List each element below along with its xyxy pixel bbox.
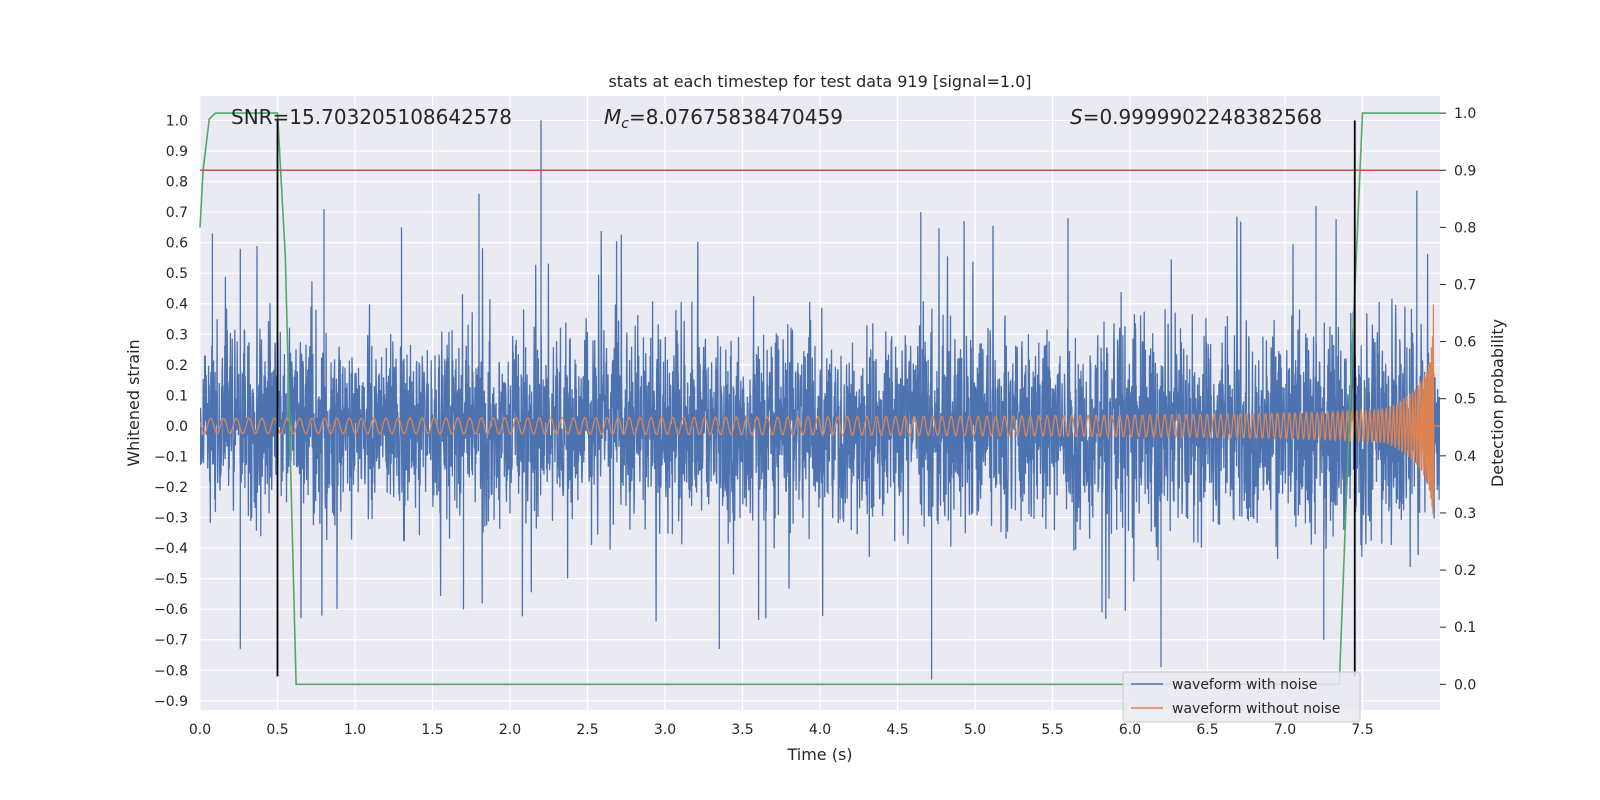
y-tick-label: 0.5 xyxy=(166,266,188,282)
x-tick-label: 4.5 xyxy=(886,722,908,738)
y2-tick-label: 1.0 xyxy=(1454,106,1476,122)
chirp-mass-annotation: Mc=8.07675838470459 xyxy=(604,105,843,132)
chirp-mass-subscript: c xyxy=(621,116,629,132)
y-tick-label: 1.0 xyxy=(166,113,188,129)
x-tick-label: 2.5 xyxy=(576,722,598,738)
chart-title: stats at each timestep for test data 919… xyxy=(608,72,1031,91)
score-symbol: S xyxy=(1070,105,1083,129)
y2-tick-label: 0.7 xyxy=(1454,277,1476,293)
y-tick-label: 0.1 xyxy=(166,388,188,404)
legend-label-clean: waveform without noise xyxy=(1172,701,1340,717)
y2-tick-label: 0.6 xyxy=(1454,335,1476,351)
y-tick-label: −0.1 xyxy=(154,449,188,465)
y-tick-label: −0.3 xyxy=(154,511,188,527)
x-tick-label: 5.0 xyxy=(964,722,986,738)
y-tick-label: 0.9 xyxy=(166,144,188,160)
score-annotation: S=0.9999902248382568 xyxy=(1070,105,1322,129)
y2-tick-label: 0.1 xyxy=(1454,620,1476,636)
y2-axis-label: Detection probability xyxy=(1488,319,1507,487)
x-tick-label: 3.0 xyxy=(654,722,676,738)
y-axis-label: Whitened strain xyxy=(124,339,143,466)
y2-tick-label: 0.0 xyxy=(1454,677,1476,693)
legend-label-noise: waveform with noise xyxy=(1172,677,1317,693)
chirp-mass-symbol: M xyxy=(604,105,621,129)
y-tick-label: −0.2 xyxy=(154,480,188,496)
y-tick-label: −0.8 xyxy=(154,663,188,679)
x-tick-label: 6.0 xyxy=(1119,722,1141,738)
ticks-layer: 0.0 0.5 1.0 1.5 2.0 2.5 3.0 3.5 4.0 4.5 5.0 5.5 6.0 6… xyxy=(154,106,1476,738)
score-value: =0.9999902248382568 xyxy=(1083,105,1322,129)
snr-annotation: SNR=15.703205108642578 xyxy=(231,105,512,129)
y-tick-label: −0.4 xyxy=(154,541,188,557)
y2-tick-label: 0.8 xyxy=(1454,220,1476,236)
y2-tick-label: 0.2 xyxy=(1454,563,1476,579)
x-tick-label: 0.5 xyxy=(266,722,288,738)
y2-tick-label: 0.3 xyxy=(1454,506,1476,522)
chirp-mass-value: =8.07675838470459 xyxy=(629,105,843,129)
x-axis-label: Time (s) xyxy=(786,745,852,764)
x-tick-label: 3.5 xyxy=(731,722,753,738)
legend: waveform with noise waveform without noi… xyxy=(1122,671,1361,723)
y-tick-label: 0.8 xyxy=(166,175,188,191)
y-tick-label: −0.9 xyxy=(154,694,188,710)
y-tick-label: 0.2 xyxy=(166,358,188,374)
y-tick-label: 0.7 xyxy=(166,205,188,221)
y-tick-label: 0.0 xyxy=(166,419,188,435)
x-tick-label: 4.0 xyxy=(809,722,831,738)
series-waveform-without-noise xyxy=(200,304,1440,515)
x-tick-label: 2.0 xyxy=(499,722,521,738)
x-tick-label: 1.0 xyxy=(344,722,366,738)
y-tick-label: 0.6 xyxy=(166,236,188,252)
y-tick-label: 0.3 xyxy=(166,327,188,343)
data-layer xyxy=(200,120,1440,680)
y-tick-label: −0.6 xyxy=(154,602,188,618)
y2-tick-label: 0.9 xyxy=(1454,163,1476,179)
y-tick-label: 0.4 xyxy=(166,297,188,313)
y2-tick-label: 0.5 xyxy=(1454,392,1476,408)
x-tick-label: 6.5 xyxy=(1196,722,1218,738)
legend-box xyxy=(1122,671,1361,723)
y2-tick-label: 0.4 xyxy=(1454,449,1476,465)
x-tick-label: 5.5 xyxy=(1041,722,1063,738)
overlay-layer xyxy=(199,112,1440,686)
y-tick-label: −0.5 xyxy=(154,572,188,588)
x-tick-label: 1.5 xyxy=(421,722,443,738)
x-tick-label: 7.0 xyxy=(1274,722,1296,738)
x-tick-label: 0.0 xyxy=(189,722,211,738)
y-tick-label: −0.7 xyxy=(154,633,188,649)
series-waveform-with-noise xyxy=(200,120,1440,680)
x-tick-label: 7.5 xyxy=(1351,722,1373,738)
